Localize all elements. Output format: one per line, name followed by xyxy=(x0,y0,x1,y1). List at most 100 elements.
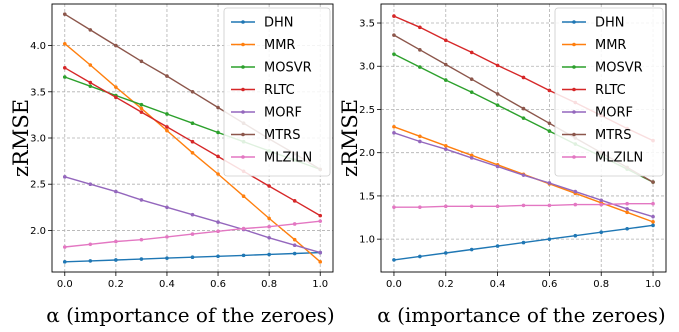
y-tick-label: 2.0 xyxy=(359,148,375,159)
y-tick-label: 3.5 xyxy=(359,19,375,30)
data-point xyxy=(190,89,195,94)
data-point xyxy=(114,85,118,89)
data-point xyxy=(418,65,422,69)
x-tick-label: 0.2 xyxy=(108,279,124,290)
data-point xyxy=(418,139,422,144)
y-tick-label: 3.0 xyxy=(359,62,375,73)
data-point xyxy=(443,251,448,255)
data-point xyxy=(267,216,271,221)
legend-marker xyxy=(572,132,576,137)
data-point xyxy=(651,223,655,228)
data-point xyxy=(88,182,93,187)
legend-marker xyxy=(241,132,245,137)
data-point xyxy=(495,164,500,169)
legend-label: MORF xyxy=(264,106,302,121)
series-mlziln xyxy=(392,201,655,209)
data-point xyxy=(190,121,195,126)
data-point xyxy=(469,153,474,158)
plot-frame xyxy=(51,3,334,273)
data-point xyxy=(392,205,396,209)
data-point xyxy=(418,25,422,30)
data-point xyxy=(216,254,220,259)
data-point xyxy=(469,90,474,94)
legend-marker xyxy=(572,42,576,47)
legend-marker xyxy=(241,110,245,114)
data-point xyxy=(443,143,448,148)
data-point xyxy=(139,110,144,114)
data-point xyxy=(139,198,144,202)
legend-label: MORF xyxy=(595,106,633,121)
data-point xyxy=(651,201,655,206)
data-point xyxy=(469,247,474,252)
data-point xyxy=(292,199,297,203)
legend: DHN MMR MOSVR RLTC MORF MTRS MLZILN xyxy=(554,7,664,177)
chart-panel-1: 0.0 0.2 0.4 0.6 0.8 1.0 2.0 2.5 3.0 3.5 4.0 DHN MMR M… xyxy=(9,3,335,327)
data-point xyxy=(392,52,396,56)
data-point xyxy=(625,207,629,211)
data-point xyxy=(625,201,629,206)
legend-label: MTRS xyxy=(264,128,300,143)
data-point xyxy=(114,95,118,100)
data-point xyxy=(495,204,500,209)
data-point xyxy=(443,78,448,82)
data-point xyxy=(443,62,448,67)
data-point xyxy=(267,252,271,257)
data-point xyxy=(190,255,195,260)
data-point xyxy=(443,38,448,43)
series-mlziln xyxy=(62,219,323,249)
x-tick-label: 0.0 xyxy=(57,279,73,290)
legend-label: DHN xyxy=(264,16,294,31)
x-tick-label: 0.4 xyxy=(490,279,506,290)
x-tick-label: 0.2 xyxy=(438,279,454,290)
data-point xyxy=(139,102,144,107)
data-point xyxy=(469,50,474,55)
legend-marker xyxy=(241,65,245,69)
data-point xyxy=(62,65,67,70)
y-axis-label: zRMSE xyxy=(9,99,33,177)
x-tick-label: 0.8 xyxy=(261,279,277,290)
data-point xyxy=(88,63,93,67)
x-tick-label: 0.8 xyxy=(593,279,609,290)
data-point xyxy=(599,198,604,203)
data-point xyxy=(216,130,220,135)
series-dhn xyxy=(392,223,655,262)
data-point xyxy=(165,256,169,260)
data-point xyxy=(216,154,220,159)
data-point xyxy=(547,237,552,241)
data-point xyxy=(165,128,169,133)
data-point xyxy=(599,230,604,235)
plot-frame xyxy=(380,3,667,273)
legend-label: MTRS xyxy=(595,128,631,143)
data-point xyxy=(241,226,246,231)
data-point xyxy=(165,125,169,129)
data-point xyxy=(599,202,604,207)
data-point xyxy=(165,74,169,78)
data-point xyxy=(392,14,396,18)
legend-marker xyxy=(241,42,245,47)
legend-label: DHN xyxy=(595,16,625,31)
y-tick-label: 1.0 xyxy=(359,235,375,246)
data-point xyxy=(495,63,500,68)
data-point xyxy=(521,106,526,111)
x-tick-label: 1.0 xyxy=(312,279,328,290)
data-point xyxy=(216,172,220,176)
y-tick-label: 2.5 xyxy=(30,180,46,191)
data-point xyxy=(241,194,246,199)
data-point xyxy=(573,202,578,207)
y-tick-label: 4.0 xyxy=(30,41,46,52)
data-point xyxy=(62,41,67,46)
data-point xyxy=(418,134,422,139)
data-point xyxy=(62,75,67,79)
data-point xyxy=(216,105,220,110)
data-point xyxy=(547,88,552,93)
legend: DHN MMR MOSVR RLTC MORF MTRS MLZILN xyxy=(223,7,331,177)
data-point xyxy=(190,232,195,236)
data-point xyxy=(165,112,169,116)
data-point xyxy=(547,181,552,185)
x-tick-label: 0.6 xyxy=(210,279,226,290)
data-point xyxy=(114,43,118,48)
data-point xyxy=(443,204,448,209)
data-point xyxy=(88,80,93,85)
data-point xyxy=(443,147,448,152)
data-point xyxy=(418,254,422,259)
